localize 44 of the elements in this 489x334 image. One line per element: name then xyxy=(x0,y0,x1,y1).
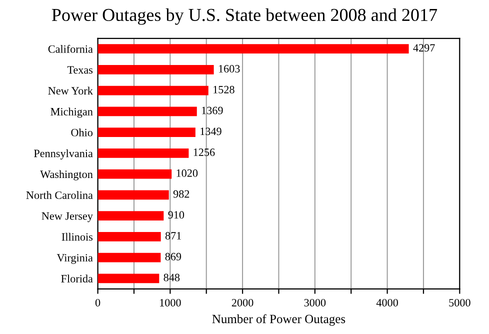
data-label: 848 xyxy=(164,274,180,282)
data-label: 4297 xyxy=(413,44,435,52)
data-label: 910 xyxy=(168,211,184,219)
data-label: 869 xyxy=(165,252,182,260)
y-tick-label: Washington xyxy=(40,170,93,180)
y-tick-label: Michigan xyxy=(50,108,93,118)
bar xyxy=(98,169,172,179)
data-label: 1528 xyxy=(214,86,234,94)
x-tick-label: 3000 xyxy=(304,298,326,306)
y-tick-label: Pennsylvania xyxy=(34,149,93,160)
data-label: 1603 xyxy=(218,65,240,73)
y-tick-label: California xyxy=(48,44,93,53)
x-tick-label: 5000 xyxy=(449,298,470,306)
y-tick-label: New Jersey xyxy=(42,212,93,222)
bar xyxy=(98,232,161,242)
bar xyxy=(98,106,197,116)
bar xyxy=(98,86,208,96)
bar xyxy=(98,148,189,158)
y-tick-label: New York xyxy=(48,86,93,95)
bar xyxy=(98,211,164,221)
y-tick-label: Ohio xyxy=(71,128,93,136)
bar xyxy=(98,65,214,74)
x-tick-label: 2000 xyxy=(232,298,254,306)
data-label: 1349 xyxy=(200,128,222,136)
data-label: 1256 xyxy=(194,148,215,156)
bar xyxy=(98,252,161,262)
chart-title: Power Outages by U.S. State between 2008 and 2017 xyxy=(52,8,438,25)
x-tick-label: 1000 xyxy=(160,298,181,306)
x-tick-label: 0 xyxy=(95,298,100,306)
y-tick-label: Texas xyxy=(67,66,93,74)
y-tick-label: Illinois xyxy=(62,232,93,241)
x-tick-label: 4000 xyxy=(376,298,398,306)
data-label: 1369 xyxy=(202,106,223,114)
bar xyxy=(98,128,196,138)
y-tick-label: Florida xyxy=(61,274,93,282)
data-label: 982 xyxy=(173,190,190,198)
y-tick-label: Virginia xyxy=(56,254,93,264)
data-label: 1020 xyxy=(176,169,198,177)
bar xyxy=(98,274,160,284)
bar xyxy=(98,190,169,200)
y-tick-label: North Carolina xyxy=(26,191,93,199)
data-label: 871 xyxy=(165,232,182,240)
bar xyxy=(98,44,409,54)
x-axis-title: Number of Power Outages xyxy=(212,314,346,326)
